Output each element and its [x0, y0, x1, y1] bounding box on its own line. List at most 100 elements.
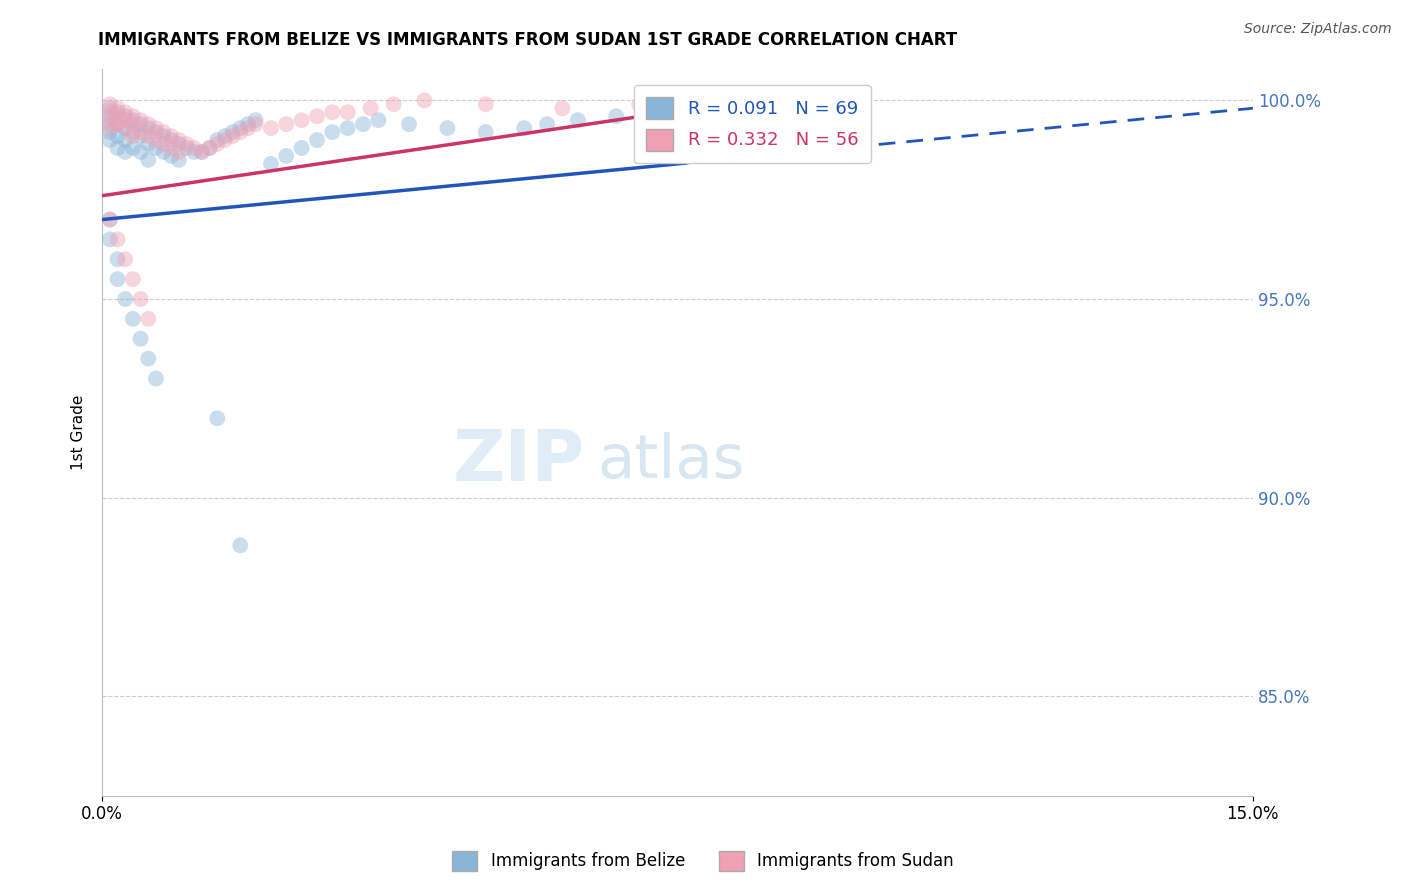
Point [122, 117, 145, 131]
Point [167, 145, 190, 159]
Point [160, 149, 183, 163]
Point [567, 113, 589, 128]
Point [513, 121, 536, 136]
Point [136, 311, 159, 326]
Point [305, 109, 328, 123]
Point [167, 133, 190, 147]
Point [122, 129, 145, 144]
Point [136, 129, 159, 144]
Point [107, 129, 129, 144]
Point [114, 105, 136, 120]
Text: ZIP: ZIP [453, 426, 585, 496]
Point [114, 292, 136, 306]
Point [107, 252, 129, 267]
Point [236, 117, 259, 131]
Text: IMMIGRANTS FROM BELIZE VS IMMIGRANTS FROM SUDAN 1ST GRADE CORRELATION CHART: IMMIGRANTS FROM BELIZE VS IMMIGRANTS FRO… [98, 31, 957, 49]
Point [152, 136, 174, 151]
Point [352, 117, 374, 131]
Point [107, 117, 129, 131]
Point [183, 141, 205, 155]
Point [114, 109, 136, 123]
Point [145, 121, 167, 136]
Point [413, 93, 436, 107]
Point [336, 121, 359, 136]
Point [107, 117, 129, 131]
Point [766, 93, 789, 107]
Y-axis label: 1st Grade: 1st Grade [72, 394, 86, 470]
Point [276, 117, 298, 131]
Point [98, 117, 121, 131]
Point [98, 212, 121, 227]
Point [98, 113, 121, 128]
Point [229, 121, 252, 136]
Point [207, 411, 229, 425]
Point [276, 149, 298, 163]
Point [214, 133, 236, 147]
Point [245, 113, 267, 128]
Point [98, 125, 121, 139]
Point [122, 109, 145, 123]
Point [214, 129, 236, 144]
Point [98, 109, 121, 123]
Point [221, 129, 243, 144]
Point [160, 133, 183, 147]
Point [98, 133, 121, 147]
Point [107, 232, 129, 246]
Point [152, 129, 174, 144]
Point [551, 101, 574, 115]
Point [98, 232, 121, 246]
Point [145, 125, 167, 139]
Point [221, 125, 243, 139]
Point [98, 101, 121, 115]
Point [291, 141, 314, 155]
Point [474, 97, 496, 112]
Point [122, 113, 145, 128]
Point [129, 145, 152, 159]
Point [673, 105, 696, 120]
Point [114, 252, 136, 267]
Point [644, 105, 666, 120]
Point [167, 136, 190, 151]
Point [236, 121, 259, 136]
Point [260, 121, 283, 136]
Point [136, 153, 159, 167]
Point [360, 101, 382, 115]
Point [191, 145, 214, 159]
Point [321, 105, 343, 120]
Point [122, 125, 145, 139]
Point [167, 153, 190, 167]
Point [136, 121, 159, 136]
Point [98, 212, 121, 227]
Point [536, 117, 558, 131]
Point [107, 141, 129, 155]
Point [107, 101, 129, 115]
Point [605, 109, 627, 123]
Point [107, 105, 129, 120]
Point [367, 113, 389, 128]
Point [129, 117, 152, 131]
Text: atlas: atlas [598, 432, 745, 491]
Point [114, 121, 136, 136]
Point [207, 136, 229, 151]
Point [98, 121, 121, 136]
Text: Source: ZipAtlas.com: Source: ZipAtlas.com [1244, 22, 1392, 37]
Point [229, 538, 252, 552]
Point [129, 332, 152, 346]
Point [176, 136, 198, 151]
Point [160, 141, 183, 155]
Point [122, 272, 145, 286]
Point [628, 97, 651, 112]
Point [260, 157, 283, 171]
Point [145, 133, 167, 147]
Point [122, 141, 145, 155]
Point [160, 129, 183, 144]
Point [98, 97, 121, 112]
Point [183, 145, 205, 159]
Point [742, 97, 765, 112]
Point [114, 133, 136, 147]
Point [198, 141, 221, 155]
Point [436, 121, 458, 136]
Point [176, 141, 198, 155]
Point [382, 97, 405, 112]
Point [136, 117, 159, 131]
